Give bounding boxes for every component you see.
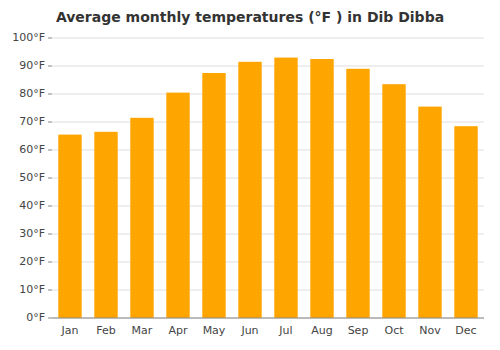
x-tick-label: Sep bbox=[348, 324, 369, 337]
y-tick bbox=[48, 318, 52, 319]
x-axis: Jan Feb Mar Apr May Jun Jul Aug Sep Oct Nov Dec bbox=[52, 318, 484, 337]
x-tick-label: May bbox=[203, 324, 226, 337]
chart: 0°F 10°F 20°F 30°F 40°F 50°F 60°F 70°F 80°F 90°F 1… bbox=[0, 0, 500, 350]
y-tick-label: 0°F bbox=[26, 311, 45, 324]
bar bbox=[166, 93, 189, 318]
bar bbox=[310, 59, 333, 318]
y-tick bbox=[48, 262, 52, 263]
y-tick bbox=[48, 234, 52, 235]
x-axis-line bbox=[52, 318, 484, 319]
y-axis: 0°F 10°F 20°F 30°F 40°F 50°F 60°F 70°F 80°F 90°F 1… bbox=[12, 31, 484, 324]
y-tick-label: 20°F bbox=[19, 255, 45, 268]
chart-container: 0°F 10°F 20°F 30°F 40°F 50°F 60°F 70°F 80°F 90°F 1… bbox=[0, 0, 500, 350]
title: Average monthly temperatures (°F ) in Di… bbox=[56, 9, 444, 25]
y-tick-label: 80°F bbox=[19, 87, 45, 100]
y-tick-label: 40°F bbox=[19, 199, 45, 212]
y-tick-label: 90°F bbox=[19, 59, 45, 72]
y-tick-label: 10°F bbox=[19, 283, 45, 296]
y-tick bbox=[48, 122, 52, 123]
grid-line bbox=[52, 66, 484, 67]
bar bbox=[382, 84, 405, 318]
bar bbox=[418, 107, 441, 318]
y-tick bbox=[48, 290, 52, 291]
bars bbox=[58, 58, 477, 318]
y-tick bbox=[48, 66, 52, 67]
x-tick-label: Jan bbox=[61, 324, 79, 337]
y-tick-label: 30°F bbox=[19, 227, 45, 240]
bar bbox=[94, 132, 117, 318]
y-tick-label: 70°F bbox=[19, 115, 45, 128]
x-tick-label: Aug bbox=[311, 324, 332, 337]
x-tick-label: Nov bbox=[419, 324, 441, 337]
bar bbox=[238, 62, 261, 318]
grid-line bbox=[52, 94, 484, 95]
grid-line bbox=[52, 318, 484, 319]
y-tick-label: 50°F bbox=[19, 171, 45, 184]
y-tick bbox=[48, 38, 52, 39]
y-tick-label: 60°F bbox=[19, 143, 45, 156]
x-tick-label: Jun bbox=[240, 324, 258, 337]
x-tick-label: Dec bbox=[455, 324, 476, 337]
x-tick-label: Jul bbox=[278, 324, 292, 337]
bar bbox=[454, 126, 477, 318]
y-tick bbox=[48, 178, 52, 179]
bar bbox=[274, 58, 297, 318]
bar bbox=[202, 73, 225, 318]
x-tick-label: Feb bbox=[96, 324, 115, 337]
y-tick-label: 100°F bbox=[12, 31, 45, 44]
y-tick bbox=[48, 94, 52, 95]
bar bbox=[346, 69, 369, 318]
y-tick bbox=[48, 206, 52, 207]
x-tick-label: Mar bbox=[132, 324, 153, 337]
y-tick bbox=[48, 150, 52, 151]
x-tick-label: Oct bbox=[384, 324, 404, 337]
bar bbox=[58, 135, 81, 318]
bar bbox=[130, 118, 153, 318]
x-tick-label: Apr bbox=[168, 324, 188, 337]
grid-line bbox=[52, 38, 484, 39]
